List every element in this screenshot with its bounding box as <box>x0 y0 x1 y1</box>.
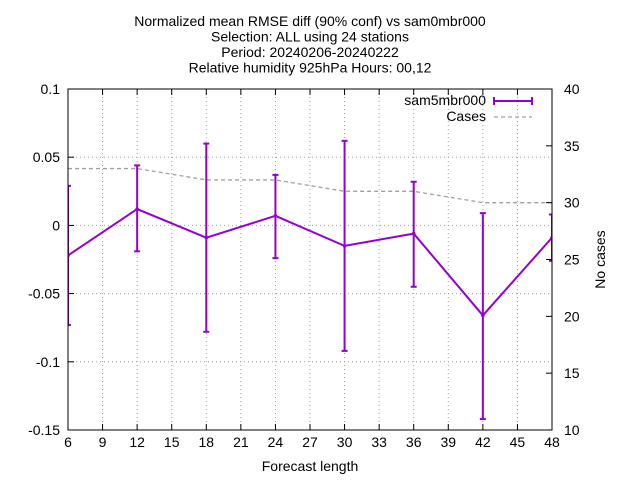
y-tick-label-left: -0.1 <box>36 354 60 370</box>
series-line-sam5mbr000 <box>68 207 552 317</box>
chart-title: Normalized mean RMSE diff (90% conf) vs … <box>134 13 486 76</box>
x-tick-label: 33 <box>371 434 387 450</box>
x-tick-label: 18 <box>198 434 214 450</box>
x-tick-label: 9 <box>99 434 107 450</box>
y-tick-label-left: 0.05 <box>33 149 60 165</box>
y-tick-label-right: 20 <box>564 308 580 324</box>
x-tick-label: 15 <box>164 434 180 450</box>
y-tick-label-right: 15 <box>564 365 580 381</box>
x-tick-label: 27 <box>302 434 318 450</box>
title-line: Normalized mean RMSE diff (90% conf) vs … <box>134 13 486 29</box>
plot-area <box>68 139 552 421</box>
title-line: Period: 20240206-20240222 <box>221 44 399 60</box>
x-tick-label: 42 <box>475 434 491 450</box>
title-line: Selection: ALL using 24 stations <box>211 29 409 45</box>
y-tick-label-left: 0 <box>52 217 60 233</box>
x-axis-label: Forecast length <box>262 458 359 474</box>
y-tick-label-left: -0.15 <box>28 422 60 438</box>
y-tick-label-right: 35 <box>564 138 580 154</box>
y-tick-label-right: 40 <box>564 81 580 97</box>
y-tick-label-right: 30 <box>564 195 580 211</box>
legend-label-sam5mbr000: sam5mbr000 <box>404 92 486 108</box>
x-tick-label: 30 <box>337 434 353 450</box>
data-point <box>204 235 209 240</box>
x-tick-label: 24 <box>268 434 284 450</box>
y-tick-label-left: 0.1 <box>41 81 61 97</box>
data-point <box>135 207 139 211</box>
x-tick-label: 39 <box>440 434 456 450</box>
y-tick-label-right: 10 <box>564 422 580 438</box>
x-tick-label: 12 <box>129 434 145 450</box>
grid <box>68 89 552 430</box>
series-line-cases <box>68 167 552 204</box>
y-tick-label-left: -0.05 <box>28 286 60 302</box>
x-tick-label: 6 <box>64 434 72 450</box>
y-axis-right-label: No cases <box>592 230 608 288</box>
x-tick-label: 21 <box>233 434 249 450</box>
data-point <box>411 231 416 236</box>
axes: 6 9 12 15 18 21 24 27 30 33 36 39 42 45 48 0.1 0.05 0 -0.0… <box>28 81 580 450</box>
x-tick-label: 36 <box>406 434 422 450</box>
title-line: Relative humidity 925hPa Hours: 00,12 <box>189 60 432 76</box>
x-tick-label: 45 <box>510 434 526 450</box>
plot-frame <box>67 88 553 431</box>
data-point <box>342 244 347 248</box>
y-tick-label-right: 25 <box>564 252 580 268</box>
legend-label-cases: Cases <box>446 108 486 124</box>
data-point <box>273 214 278 218</box>
data-point <box>481 313 485 318</box>
x-tick-label: 48 <box>544 434 560 450</box>
